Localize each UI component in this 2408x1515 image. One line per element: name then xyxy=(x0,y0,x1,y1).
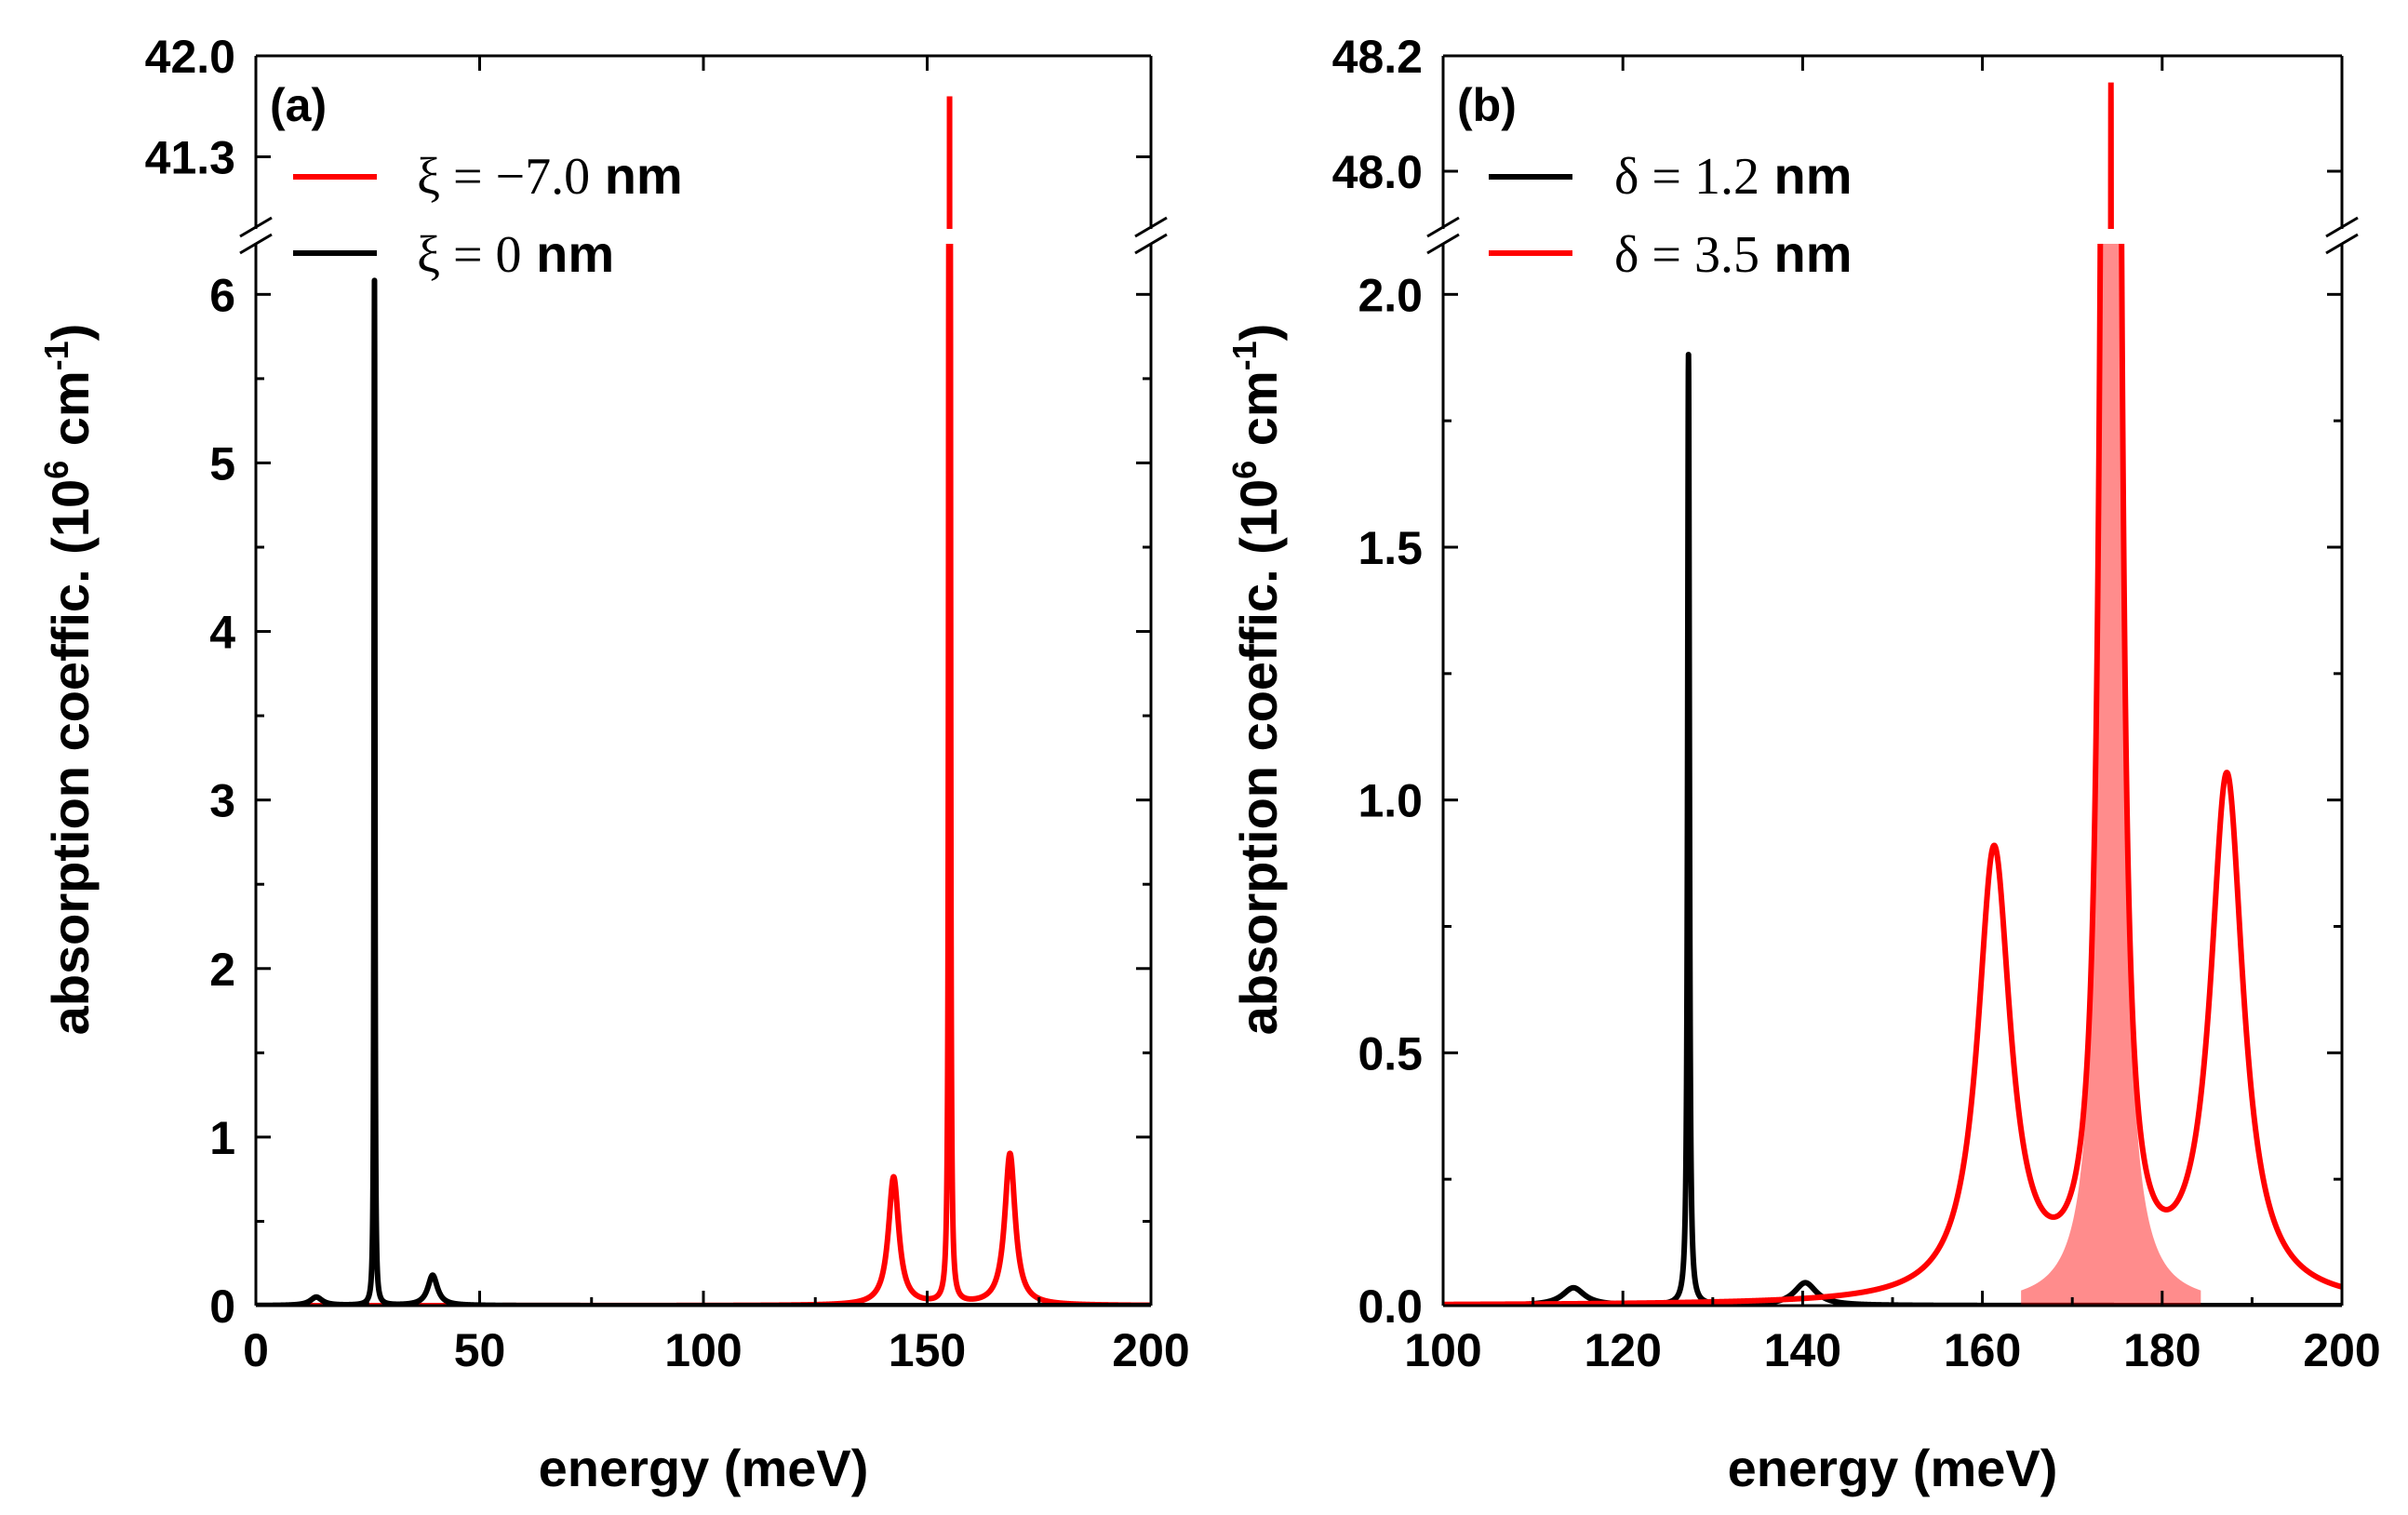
panel-b-ytick-label: 2.0 xyxy=(1358,269,1423,321)
panel-b-xtick-label: 160 xyxy=(1944,1324,2021,1376)
panel-b-series xyxy=(1443,82,2342,1306)
panel-a-ytick-label: 3 xyxy=(209,775,235,827)
panel-a-series-0-peak-1-upper xyxy=(946,96,953,229)
panel-b-xtick-label: 140 xyxy=(1764,1324,1841,1376)
panel-b-legend: δ = 1.2 nm δ = 3.5 nm xyxy=(1489,146,1853,284)
panel-a-ytick-label: 4 xyxy=(209,607,235,659)
panel-b: 100 120 140 160 180 200 0.0 0.5 1.0 1.5 2.0 48.0 48.… xyxy=(1225,31,2381,1497)
legend-a-entry-black: ξ = 0 nm xyxy=(417,224,614,284)
legend-a-entry-red: ξ = −7.0 nm xyxy=(417,146,683,206)
panel-b-xlabel: energy (meV) xyxy=(1728,1439,2058,1497)
panel-a-ytick-label: 0 xyxy=(209,1280,235,1333)
panel-b-xtick-label: 180 xyxy=(2123,1324,2201,1376)
panel-b-series-0-line xyxy=(1443,351,2342,1306)
panel-a-ytick-upper-label: 41.3 xyxy=(145,132,235,184)
panel-a-axis-break-right xyxy=(1134,216,1168,255)
panel-a-xtick-label: 50 xyxy=(454,1324,506,1376)
panel-a-ytick-label: 5 xyxy=(209,437,235,489)
panel-a: 0 50 100 150 200 0 1 2 3 4 5 6 41.3 42.0 (a) ξ = −7.0… xyxy=(37,31,1190,1497)
panel-b-series-1-filled-peak xyxy=(2021,244,2201,1306)
panel-b-xtick-label: 120 xyxy=(1584,1324,1661,1376)
panel-b-xtick-label: 100 xyxy=(1404,1324,1481,1376)
panel-a-ticks: 0 50 100 150 200 0 1 2 3 4 5 6 41.3 42.0 xyxy=(145,31,1190,1376)
panel-a-series-1-line xyxy=(256,277,1151,1306)
panel-a-ylabel: absorption coeffic. (106 cm-1) xyxy=(37,324,100,1036)
panel-a-xlabel: energy (meV) xyxy=(539,1439,869,1497)
panel-b-ytick-upper-label: 48.0 xyxy=(1332,146,1423,198)
panel-b-ticks: 100 120 140 160 180 200 0.0 0.5 1.0 1.5 2.0 48.0 48.… xyxy=(1332,31,2381,1376)
panel-b-xtick-label: 200 xyxy=(2303,1324,2380,1376)
panel-b-series-1-peak-1-upper xyxy=(2107,82,2114,229)
panel-a-ytick-upper-label: 42.0 xyxy=(145,31,235,83)
panel-b-series-1-line xyxy=(1443,244,2342,1306)
panel-b-ytick-label: 1.5 xyxy=(1358,522,1423,574)
panel-a-xtick-label: 150 xyxy=(889,1324,966,1376)
legend-b-entry-black: δ = 1.2 nm xyxy=(1614,146,1853,206)
panel-a-label: (a) xyxy=(270,79,327,131)
legend-b-entry-red: δ = 3.5 nm xyxy=(1614,224,1853,284)
panel-a-ytick-label: 2 xyxy=(209,944,235,996)
panel-b-axis-break-right xyxy=(2325,216,2359,255)
panel-a-xtick-label: 200 xyxy=(1112,1324,1189,1376)
panel-b-ytick-label: 1.0 xyxy=(1358,775,1423,827)
panel-a-ytick-label: 6 xyxy=(209,269,235,321)
panel-a-xtick-label: 0 xyxy=(243,1324,269,1376)
panel-b-ytick-label: 0.0 xyxy=(1358,1280,1423,1333)
panel-a-xtick-label: 100 xyxy=(664,1324,742,1376)
panel-a-series xyxy=(256,96,1151,1306)
panel-a-legend: ξ = −7.0 nm ξ = 0 nm xyxy=(293,146,683,284)
panel-a-series-0-line xyxy=(256,244,1151,1306)
panel-b-axis-break-left xyxy=(1426,216,1460,255)
panel-b-ytick-label: 0.5 xyxy=(1358,1027,1423,1079)
panel-a-axis-break-left xyxy=(239,216,273,255)
panel-b-ylabel: absorption coeffic. (106 cm-1) xyxy=(1225,324,1288,1036)
panel-a-ytick-label: 1 xyxy=(209,1112,235,1164)
panel-b-label: (b) xyxy=(1457,79,1517,131)
panel-b-ytick-upper-label: 48.2 xyxy=(1332,31,1423,83)
